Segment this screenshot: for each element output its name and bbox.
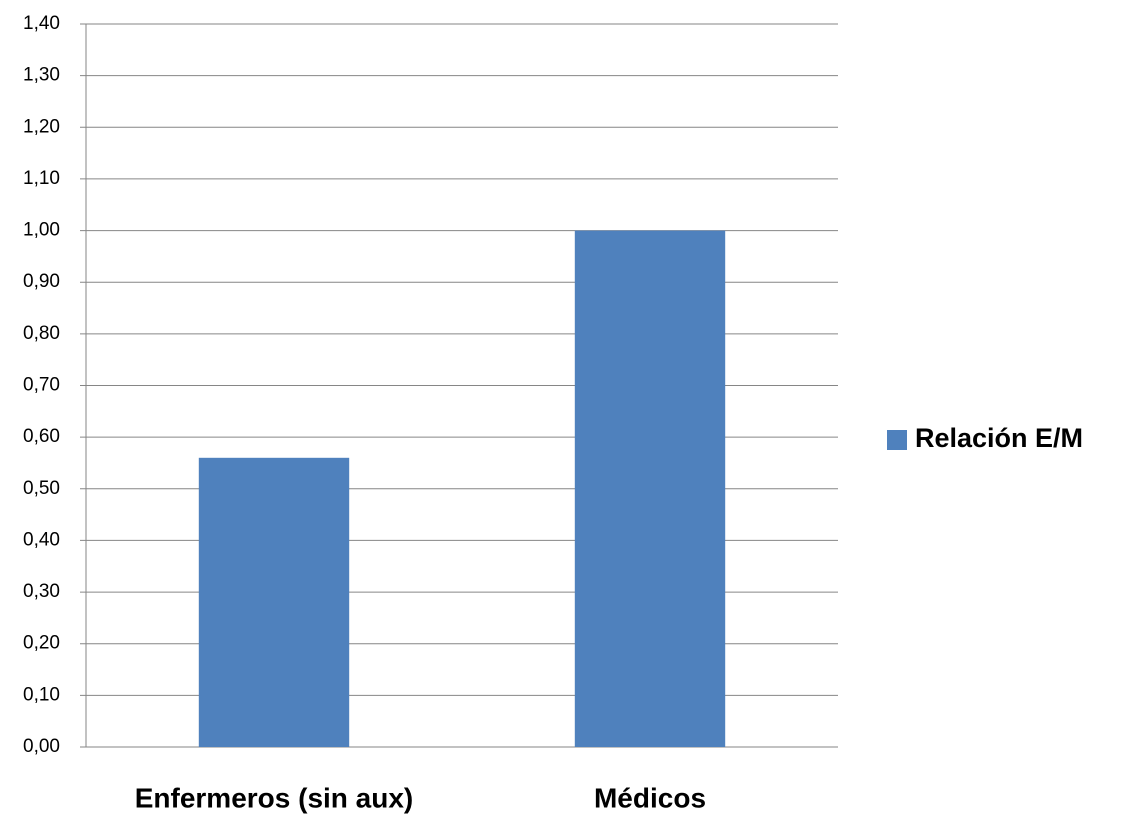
y-tick-label: 0,60 — [23, 426, 60, 447]
x-tick-label: Médicos — [594, 782, 706, 813]
legend-swatch — [887, 430, 907, 450]
y-tick-label: 1,10 — [23, 168, 60, 189]
x-tick-label: Enfermeros (sin aux) — [135, 782, 414, 813]
y-tick-label: 0,10 — [23, 684, 60, 705]
y-tick-label: 0,80 — [23, 323, 60, 344]
y-tick-label: 0,00 — [23, 736, 60, 757]
y-tick-label: 1,20 — [23, 116, 60, 137]
y-tick-label: 0,30 — [23, 581, 60, 602]
y-tick-label: 1,40 — [23, 13, 60, 34]
y-tick-label: 0,50 — [23, 478, 60, 499]
bar — [574, 230, 726, 748]
y-tick-label: 1,00 — [23, 220, 60, 241]
y-tick-label: 0,90 — [23, 271, 60, 292]
y-tick-label: 1,30 — [23, 65, 60, 86]
y-tick-label: 0,70 — [23, 375, 60, 396]
bar — [198, 457, 350, 747]
legend-label: Relación E/M — [915, 423, 1083, 453]
y-tick-label: 0,40 — [23, 529, 60, 550]
y-tick-label: 0,20 — [23, 633, 60, 654]
